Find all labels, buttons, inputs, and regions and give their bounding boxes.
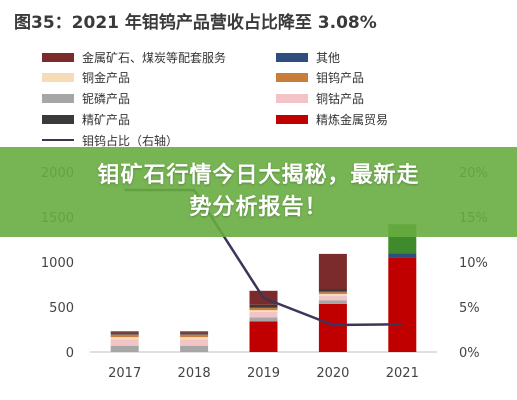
legend-item: 铜钴产品 — [276, 89, 364, 107]
legend-label: 精矿产品 — [82, 112, 131, 127]
x-tick-label: 2018 — [178, 366, 211, 381]
bar-segment — [110, 339, 139, 346]
bar-segment — [249, 310, 278, 312]
bar-segment — [180, 345, 209, 352]
bar-segment — [180, 333, 209, 335]
legend-label: 钼钨占比（右轴） — [82, 133, 179, 148]
bar-segment — [110, 331, 139, 333]
bar-segment — [110, 333, 139, 335]
bar-segment — [249, 304, 278, 307]
bar-segment — [388, 253, 417, 258]
legend-label: 铌磷产品 — [82, 91, 131, 106]
legend-item: 钼钨产品 — [276, 68, 364, 86]
bar-segment — [318, 253, 347, 289]
bar-segment — [180, 332, 209, 334]
x-tick-label: 2021 — [386, 366, 419, 381]
headline-text: 钼矿石行情今日大揭秘，最新走势分析报告！ — [97, 163, 420, 220]
y-tick-label: 0 — [66, 346, 74, 361]
legend-label: 铜钴产品 — [316, 91, 365, 106]
legend-item: 金属矿石、煤炭等配套服务 — [42, 48, 226, 66]
bar-segment — [249, 307, 278, 308]
headline-banner: 钼矿石行情今日大揭秘，最新走势分析报告！ — [0, 147, 517, 237]
bar-segment — [110, 332, 139, 334]
y-tick-label: 500 — [49, 301, 74, 316]
y2-tick-label: 0% — [459, 346, 480, 361]
bar-segment — [249, 317, 278, 322]
bar-segment — [249, 311, 278, 318]
legend-label: 金属矿石、煤炭等配套服务 — [82, 50, 227, 65]
legend-swatch — [276, 114, 308, 124]
bar-segment — [110, 334, 139, 338]
bar-segment — [249, 321, 278, 352]
legend-item: 铜金产品 — [42, 68, 130, 86]
legend-item: 精炼金属贸易 — [276, 110, 388, 128]
bar-segment — [318, 293, 347, 296]
x-tick-label: 2017 — [108, 366, 141, 381]
y-tick-label: 1000 — [41, 256, 74, 271]
legend-swatch — [42, 114, 74, 124]
legend-swatch — [276, 72, 308, 82]
y2-tick-label: 10% — [459, 256, 488, 271]
legend-swatch — [42, 52, 74, 62]
legend-label: 铜金产品 — [82, 70, 131, 85]
chart-title: 图35：2021 年钼钨产品营收占比降至 3.08% — [14, 13, 377, 33]
legend-swatch — [42, 72, 74, 82]
legend-swatch — [42, 93, 74, 103]
bar-segment — [318, 291, 347, 293]
x-tick-label: 2020 — [316, 366, 349, 381]
bar-segment — [318, 295, 347, 301]
bar-segment — [180, 334, 209, 338]
legend-item: 钼钨占比（右轴） — [42, 131, 178, 149]
legend-label: 其他 — [316, 50, 341, 65]
legend-line-swatch — [42, 139, 74, 141]
y2-tick-label: 5% — [459, 301, 480, 316]
legend-label: 精炼金属贸易 — [316, 112, 389, 127]
bar-segment — [318, 300, 347, 304]
legend-item: 铌磷产品 — [42, 89, 130, 107]
legend-item: 其他 — [276, 48, 340, 66]
bar-segment — [388, 257, 417, 352]
legend-swatch — [276, 52, 308, 62]
bar-segment — [318, 303, 347, 352]
legend-swatch — [276, 93, 308, 103]
bar-segment — [318, 289, 347, 292]
bar-segment — [318, 292, 347, 294]
bar-segment — [110, 337, 139, 340]
bar-segment — [249, 307, 278, 311]
legend-item: 精矿产品 — [42, 110, 130, 128]
bar-segment — [110, 345, 139, 352]
x-tick-label: 2019 — [247, 366, 280, 381]
bar-segment — [180, 337, 209, 340]
bar-segment — [180, 331, 209, 333]
bar-segment — [180, 339, 209, 346]
legend-label: 钼钨产品 — [316, 70, 365, 85]
